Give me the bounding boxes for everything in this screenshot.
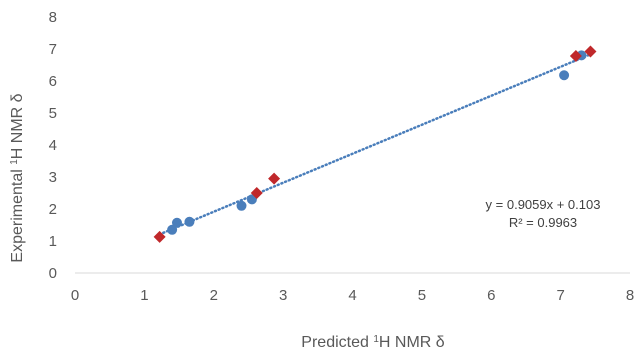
points-layer xyxy=(153,45,597,243)
trendline xyxy=(158,53,592,236)
x-tick-label: 5 xyxy=(418,287,426,304)
circle-point xyxy=(559,70,570,81)
trendline-layer xyxy=(158,53,592,236)
x-tick-label: 7 xyxy=(556,287,564,304)
x-tick-label: 0 xyxy=(71,287,79,304)
x-tick-label: 2 xyxy=(210,287,218,304)
x-axis-title-prefix: Predicted xyxy=(301,334,373,351)
circle-point xyxy=(167,224,178,235)
diamond-point xyxy=(153,230,166,243)
y-axis-title-prefix: Experimental xyxy=(9,165,26,263)
x-tick-label: 8 xyxy=(626,287,634,304)
y-axis-title-suffix: H NMR δ xyxy=(9,93,26,159)
y-tick-label: 6 xyxy=(49,73,57,90)
x-axis-title-suffix: H NMR δ xyxy=(379,334,445,351)
diamond-point xyxy=(250,187,263,199)
x-tick-label: 4 xyxy=(348,287,356,304)
y-axis-title: Experimental 1H NMR δ xyxy=(9,93,27,262)
x-tick-label: 6 xyxy=(487,287,495,304)
trendline-equation: y = 0.9059x + 0.103 xyxy=(486,197,601,212)
axes: 0 1 2 3 4 5 6 7 8 0 1 2 3 4 5 6 7 8 xyxy=(49,9,635,304)
r-squared-label: R² = 0.9963 xyxy=(509,215,577,230)
diamond-point xyxy=(584,45,597,58)
y-tick-label: 7 xyxy=(49,41,57,58)
y-tick-label: 4 xyxy=(49,137,57,154)
circle-point xyxy=(171,217,182,228)
y-tick-label: 5 xyxy=(49,105,57,122)
y-axis-title-sup: 1 xyxy=(9,159,20,165)
x-tick-label: 1 xyxy=(140,287,148,304)
x-axis-title: Predicted 1H NMR δ xyxy=(301,334,444,352)
y-tick-label: 3 xyxy=(49,169,57,186)
diamond-point xyxy=(569,50,582,63)
x-tick-label: 3 xyxy=(279,287,287,304)
y-tick-label: 8 xyxy=(49,9,57,26)
y-tick-label: 2 xyxy=(49,201,57,218)
circle-point xyxy=(236,200,247,211)
diamond-point xyxy=(268,172,281,185)
x-axis-title-sup: 1 xyxy=(373,334,379,345)
circle-point xyxy=(246,194,257,205)
circle-point xyxy=(184,216,195,227)
y-tick-label: 1 xyxy=(49,233,57,250)
y-tick-label: 0 xyxy=(49,265,57,282)
